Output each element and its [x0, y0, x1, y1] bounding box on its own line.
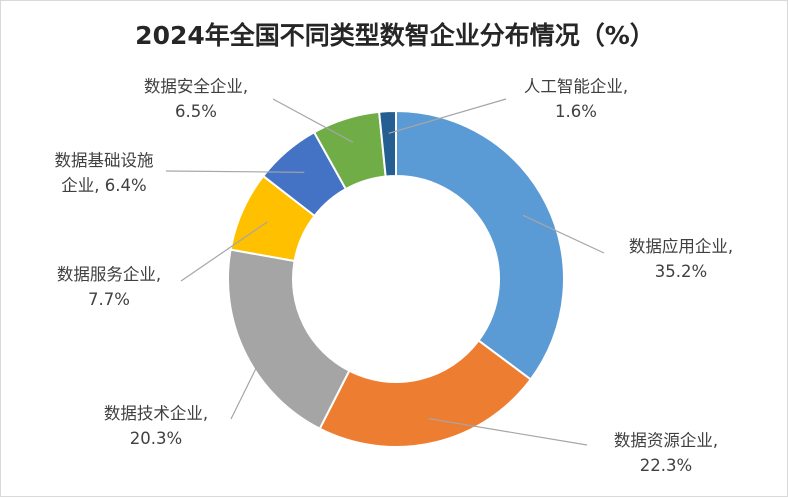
data-label-4: 数据服务企业, 7.7% — [57, 265, 161, 309]
data-label-2: 数据资源企业, 22.3% — [614, 431, 718, 475]
data-label-5-line-2: 企业, 6.4% — [61, 176, 146, 195]
data-label-2-line-2: 22.3% — [640, 456, 692, 475]
leader-lines-group — [165, 98, 605, 446]
leader-line-2 — [428, 417, 588, 446]
slice-7 — [378, 109, 397, 178]
data-label-7: 人工智能企业, 1.6% — [524, 77, 628, 121]
data-label-3-line-2: 20.3% — [130, 429, 182, 448]
data-label-5: 数据基础设施企业, 6.4% — [55, 151, 154, 195]
data-label-7-line-2: 1.6% — [555, 102, 597, 121]
leader-line-5 — [165, 170, 305, 173]
data-label-4-line-2: 7.7% — [88, 290, 130, 309]
chart-title: 2024年全国不同类型数智企业分布情况（%） — [135, 21, 655, 50]
slice-2 — [318, 339, 533, 448]
data-label-7-line-1: 人工智能企业, — [524, 77, 628, 96]
data-label-2-line-1: 数据资源企业, — [614, 431, 718, 450]
data-label-5-line-1: 数据基础设施 — [55, 151, 154, 170]
data-label-1-line-2: 35.2% — [655, 262, 707, 281]
leader-line-7 — [388, 98, 507, 134]
data-label-1: 数据应用企业, 35.2% — [629, 237, 733, 281]
leader-line-4 — [180, 221, 268, 282]
data-label-3: 数据技术企业, 20.3% — [104, 404, 208, 448]
data-label-4-line-1: 数据服务企业, — [57, 265, 161, 284]
data-label-1-line-1: 数据应用企业, — [629, 237, 733, 256]
slices-group — [227, 109, 565, 448]
leader-line-6 — [272, 98, 354, 143]
data-label-6-line-1: 数据安全企业, — [144, 77, 248, 96]
leader-line-1 — [522, 214, 605, 254]
slice-1 — [395, 109, 565, 381]
leader-line-3 — [230, 342, 270, 420]
data-label-3-line-1: 数据技术企业, — [104, 404, 208, 423]
slice-3 — [227, 248, 351, 431]
data-label-6: 数据安全企业, 6.5% — [144, 77, 248, 121]
data-label-6-line-2: 6.5% — [175, 102, 217, 121]
data-labels-group: 数据应用企业, 35.2% 数据资源企业, 22.3% 数据技术企业, 20.3% 数据服务… — [55, 77, 734, 475]
